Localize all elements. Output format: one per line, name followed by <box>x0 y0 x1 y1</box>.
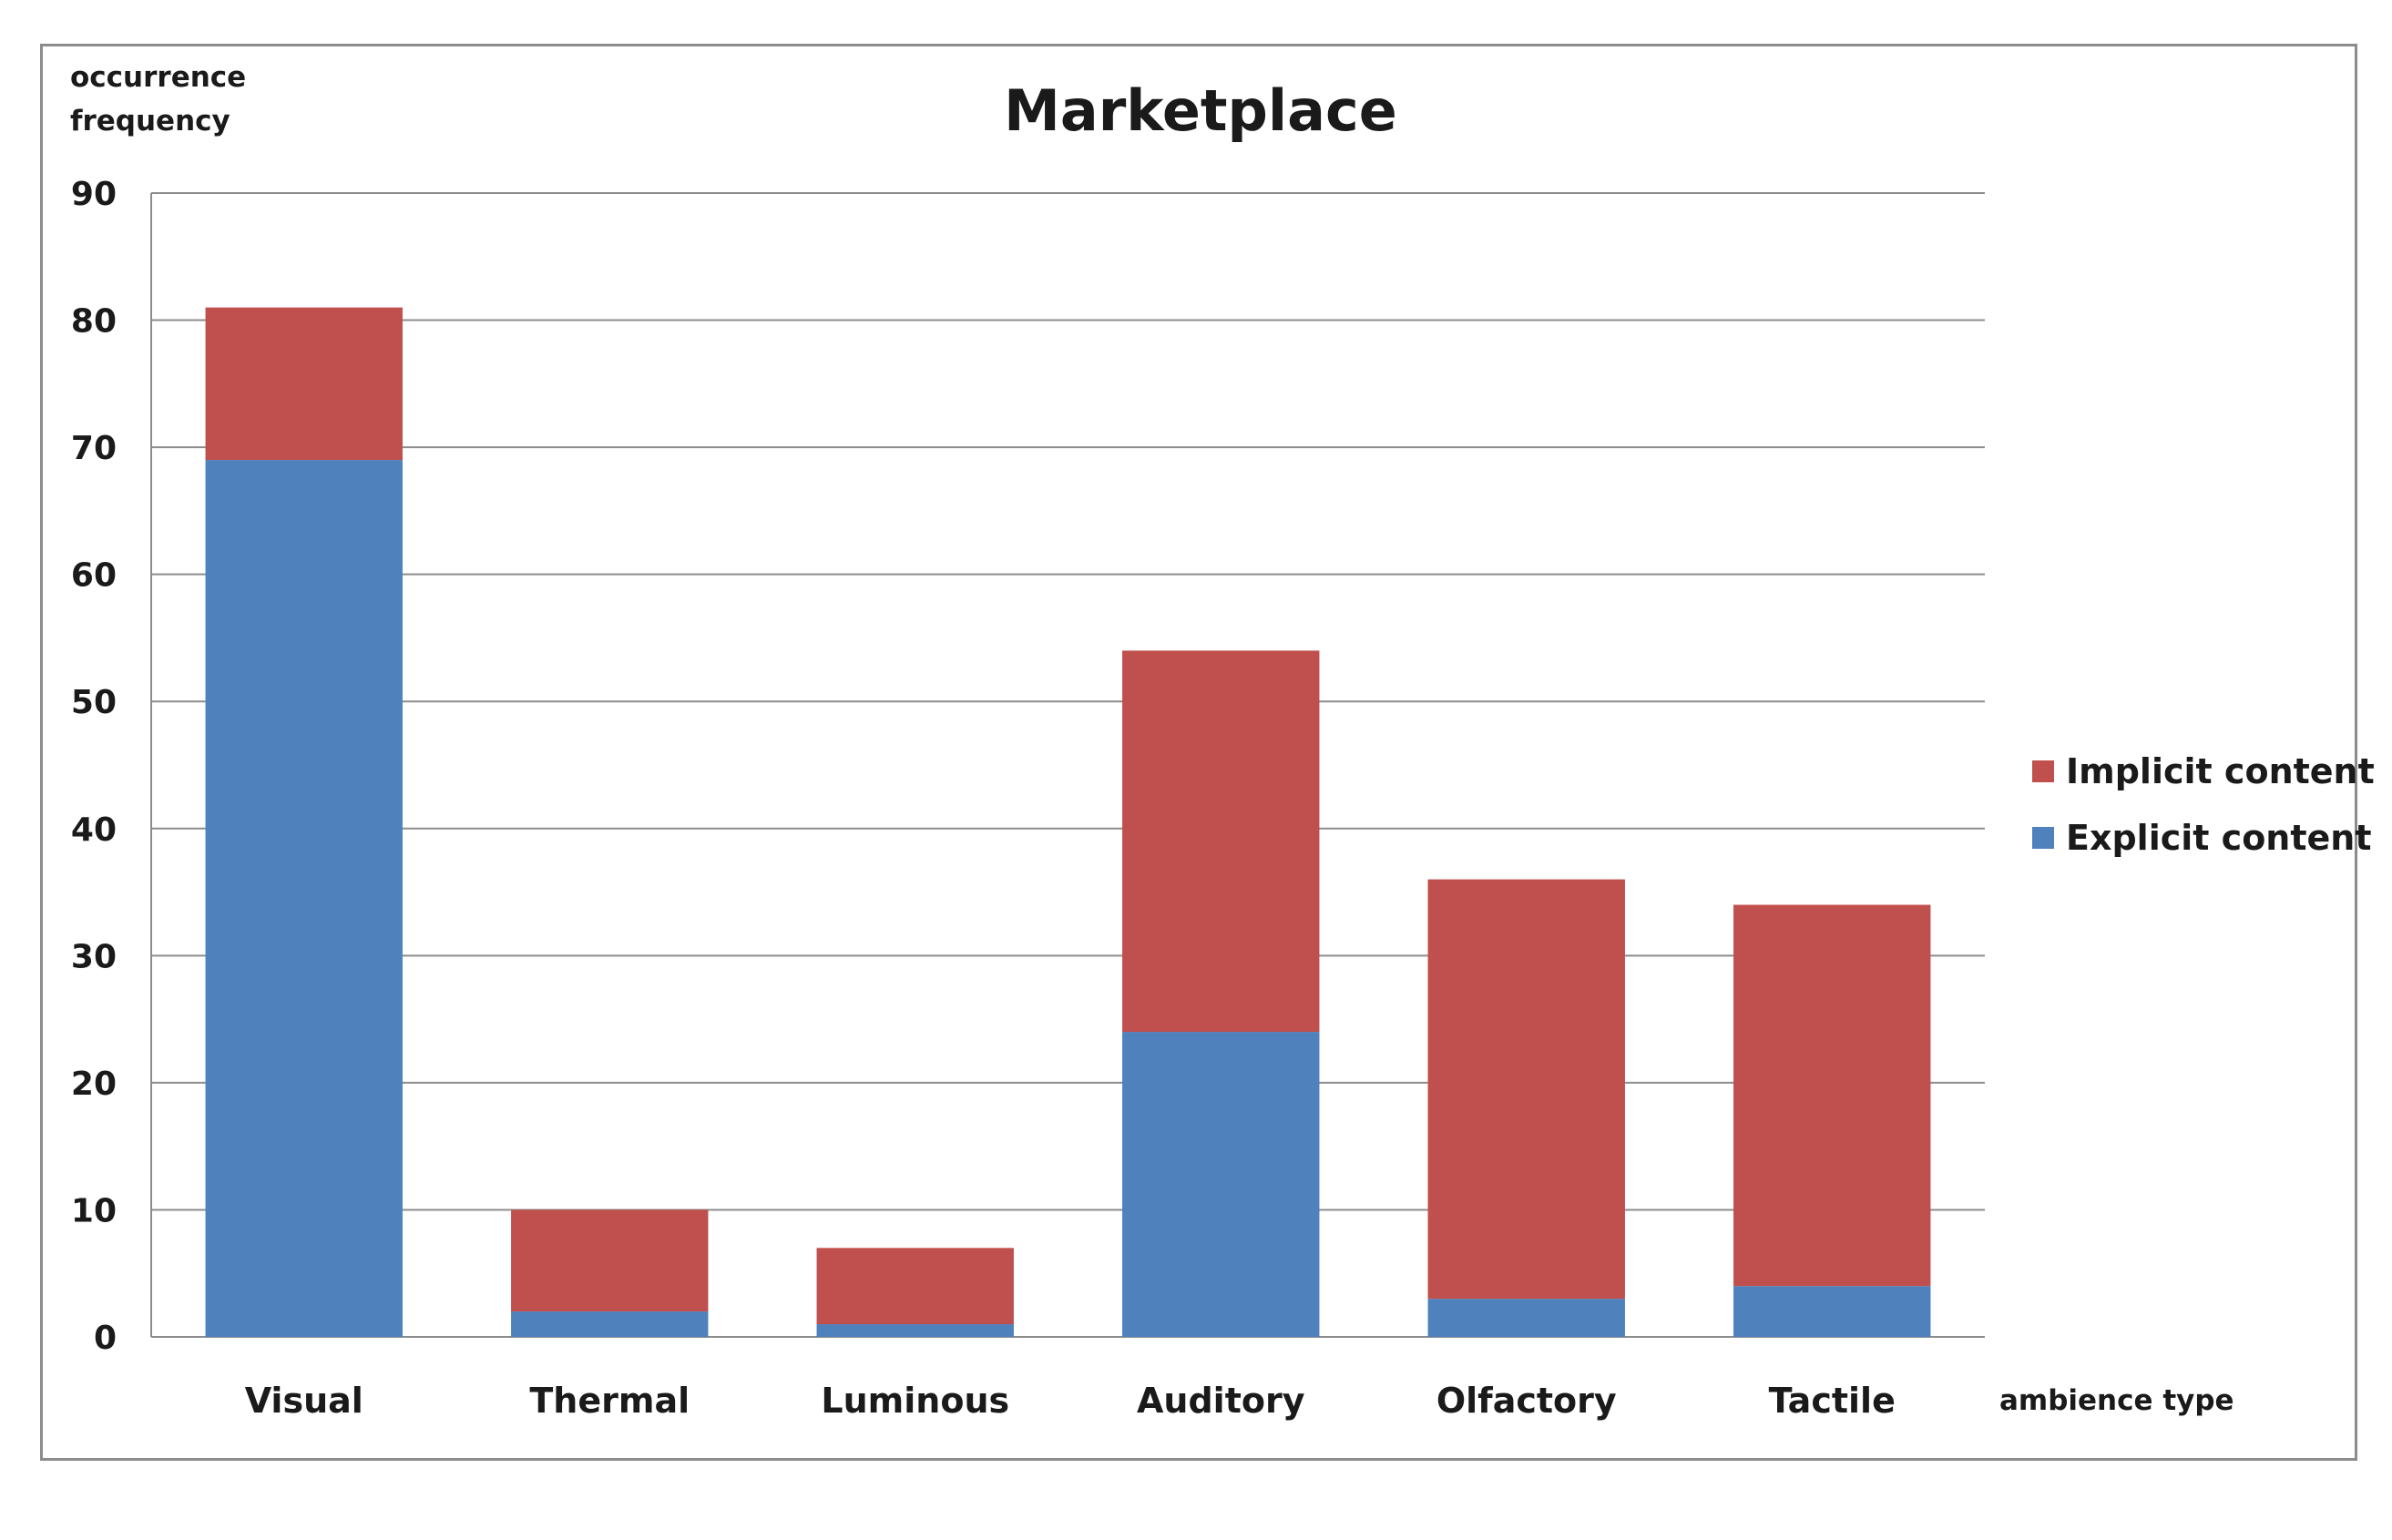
y-tick-label: 0 <box>94 1320 117 1357</box>
y-tick-label: 20 <box>71 1066 117 1103</box>
bar-luminous-implicit-content <box>816 1248 1014 1325</box>
category-label-olfactory: Olfactory <box>1436 1381 1617 1421</box>
y-tick-label: 40 <box>71 811 117 849</box>
legend-swatch-explicit-content <box>2032 827 2054 849</box>
y-tick-label: 70 <box>71 430 117 467</box>
y-tick-labels: 0 10 20 30 40 50 60 70 80 90 <box>71 176 117 1357</box>
bar-visual-implicit-content <box>205 307 403 461</box>
category-label-thermal: Thermal <box>529 1381 690 1421</box>
bar-luminous-explicit-content <box>816 1324 1014 1337</box>
y-tick-label: 80 <box>71 303 117 341</box>
bars <box>205 307 1931 1338</box>
bar-olfactory-implicit-content <box>1427 879 1625 1300</box>
chart-title: Marketplace <box>1004 77 1397 144</box>
y-tick-label: 10 <box>71 1192 117 1229</box>
y-tick-label: 30 <box>71 938 117 975</box>
bar-olfactory-explicit-content <box>1427 1299 1625 1337</box>
y-tick-label: 60 <box>71 557 117 595</box>
category-label-tactile: Tactile <box>1769 1381 1896 1421</box>
chart-frame: Marketplace occurrence frequency ambienc… <box>40 44 2375 1461</box>
category-labels: Visual Thermal Luminous Auditory Olfactory Ta… <box>245 1381 1896 1421</box>
bar-tactile-explicit-content <box>1733 1286 1931 1337</box>
bar-thermal-explicit-content <box>511 1311 709 1337</box>
bar-thermal-implicit-content <box>511 1209 709 1312</box>
bar-tactile-implicit-content <box>1733 904 1931 1287</box>
category-label-luminous: Luminous <box>821 1381 1009 1421</box>
legend-swatch-implicit-content <box>2032 760 2054 782</box>
y-tick-label: 90 <box>71 176 117 213</box>
legend-label-explicit-content: Explicit content <box>2066 818 2372 858</box>
chart-canvas: Marketplace occurrence frequency ambienc… <box>70 61 2375 1421</box>
legend-label-implicit-content: Implicit content <box>2066 751 2375 791</box>
bar-auditory-implicit-content <box>1122 650 1320 1033</box>
bar-auditory-explicit-content <box>1122 1032 1320 1337</box>
legend: Implicit content Explicit content <box>2032 751 2375 858</box>
x-axis-label: ambience type <box>1999 1384 2234 1417</box>
y-axis-label-line-1: occurrence <box>70 61 246 94</box>
gridlines <box>150 192 1985 1338</box>
y-axis-label-line-2: frequency <box>70 105 230 138</box>
category-label-visual: Visual <box>245 1381 363 1421</box>
category-label-auditory: Auditory <box>1137 1381 1305 1421</box>
y-tick-label: 50 <box>71 684 117 721</box>
bar-visual-explicit-content <box>205 460 403 1338</box>
